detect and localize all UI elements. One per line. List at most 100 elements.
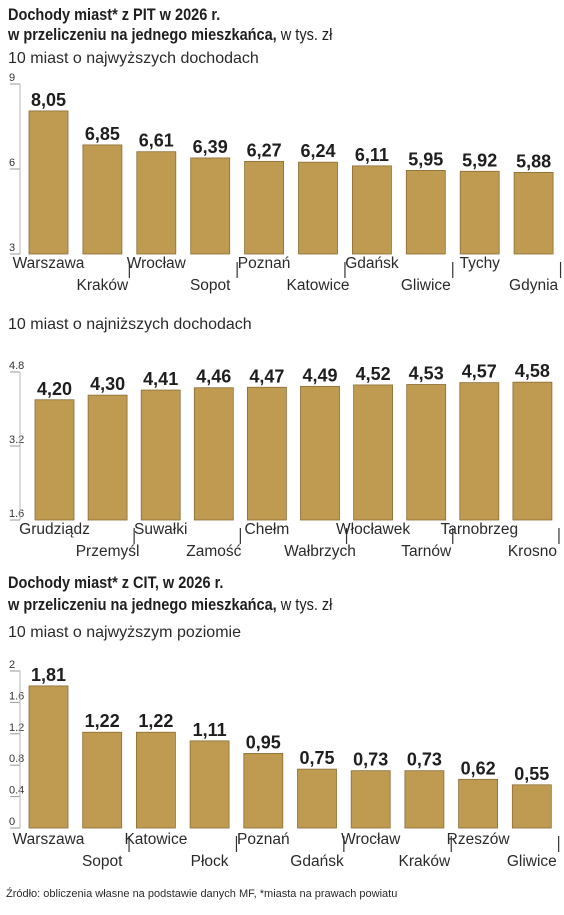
bar-value-label: 4,49 [302, 365, 337, 385]
bar [28, 685, 69, 829]
category-label: Gliwice [507, 853, 557, 870]
bar [513, 172, 554, 255]
chart1-pit-highest: 3 6 9 8,05 Warszawa 6,85 Kraków 6,61 Wrocław 6,39… [9, 72, 562, 294]
bar [190, 157, 231, 255]
bar [244, 160, 285, 255]
category-label: Kraków [399, 853, 451, 870]
bar [136, 151, 177, 255]
bar [28, 110, 69, 255]
bar [82, 731, 123, 829]
category-label: Kraków [77, 277, 129, 294]
category-label: Sopot [82, 853, 123, 870]
bar-value-label: 1,81 [31, 665, 66, 685]
bar-value-label: 0,73 [407, 750, 442, 770]
y-tick-label: 3.2 [9, 434, 24, 446]
cit-title-line1: Dochody miast* z CIT, w 2026 r. [8, 574, 224, 592]
bar-value-label: 4,57 [462, 362, 497, 382]
bar-value-label: 5,88 [516, 151, 551, 171]
category-label: Poznań [237, 831, 290, 848]
category-label: Przemyśl [76, 543, 140, 560]
category-label: Tychy [459, 255, 500, 272]
bar-value-label: 4,52 [356, 364, 391, 384]
source-note: Źródło: obliczenia własne na podstawie d… [6, 888, 398, 900]
bar-value-label: 5,92 [462, 150, 497, 170]
bar-value-label: 4,41 [143, 369, 178, 389]
bar [34, 399, 75, 521]
category-label: Sopot [190, 277, 231, 294]
bar [351, 165, 392, 255]
category-label: Katowice [287, 277, 350, 294]
y-tick-label: 4.8 [9, 360, 24, 372]
bar [298, 161, 338, 255]
bar-value-label: 0,62 [461, 758, 496, 778]
cit-title-text: w przeliczeniu na jednego mieszkańca, [8, 596, 277, 614]
pit-title-line1: Dochody miast* z PIT w 2026 r. [8, 6, 221, 24]
pit-title-line2: w przeliczeniu na jednego mieszkańca, w … [8, 26, 332, 45]
bar-value-label: 6,27 [247, 140, 282, 160]
category-label: Tarnobrzeg [441, 521, 519, 538]
chart2-pit-lowest: 1.6 3.2 4.8 4,20 Grudziądz 4,30 Przemyśl 4,41 Su… [9, 360, 560, 560]
category-label: Warszawa [13, 831, 85, 848]
y-tick-label: 9 [9, 72, 15, 84]
bar [350, 770, 391, 829]
y-tick-label: 0.4 [9, 785, 24, 797]
bar-value-label: 4,46 [196, 367, 231, 387]
category-label: Suwałki [134, 521, 187, 538]
bar [300, 385, 340, 521]
bar-value-label: 6,24 [300, 141, 335, 161]
bar [189, 740, 230, 829]
category-label: Wałbrzych [284, 543, 356, 560]
bar-value-label: 4,30 [90, 374, 125, 394]
cit-title-line2: w przeliczeniu na jednego mieszkańca, w … [8, 596, 332, 615]
bar-value-label: 1,22 [138, 711, 173, 731]
bar-value-label: 4,47 [249, 366, 284, 386]
y-tick-label: 1.6 [9, 690, 24, 702]
bar [246, 386, 287, 521]
bar [193, 387, 234, 521]
chart2-subtitle: 10 miast o najniższych dochodach [8, 316, 252, 333]
chart3-subtitle: 10 miast o najwyższym poziomie [8, 624, 241, 641]
bar [511, 784, 552, 829]
bar [405, 170, 446, 255]
category-label: Gdynia [509, 277, 558, 294]
pit-title-text: w przeliczeniu na jednego mieszkańca, [8, 26, 277, 44]
bar [458, 778, 499, 829]
bar [87, 394, 128, 521]
bar-value-label: 0,75 [299, 748, 334, 768]
bar [140, 389, 181, 521]
bar [243, 753, 284, 829]
bar [353, 384, 394, 521]
bar-value-label: 4,53 [409, 363, 444, 383]
y-tick-label: 2 [9, 659, 15, 671]
chart1-subtitle: 10 miast o najwyższych dochodach [8, 50, 259, 67]
bar-value-label: 6,61 [139, 131, 174, 151]
category-label: Płock [191, 853, 229, 870]
bar-value-label: 6,11 [355, 145, 389, 165]
category-label: Włocławek [336, 521, 410, 538]
bar [459, 170, 500, 255]
bar-value-label: 5,95 [408, 149, 443, 169]
pit-title-unit: w tys. zł [280, 26, 333, 44]
cit-title-unit: w tys. zł [280, 596, 333, 614]
category-label: Wrocław [341, 831, 401, 848]
bar-value-label: 0,55 [514, 764, 549, 784]
bar [404, 770, 445, 829]
category-label: Wrocław [127, 255, 187, 272]
bar-value-label: 8,05 [31, 90, 66, 110]
category-label: Krosno [508, 543, 557, 560]
bar [459, 382, 500, 521]
bar-value-label: 1,11 [193, 720, 227, 740]
bar [406, 384, 447, 521]
category-label: Poznań [238, 255, 291, 272]
y-tick-label: 1.6 [9, 508, 24, 520]
bar-value-label: 1,22 [85, 711, 120, 731]
bar [297, 768, 337, 829]
bar-value-label: 4,58 [515, 361, 550, 381]
category-label: Gdańsk [345, 255, 399, 272]
bar [512, 381, 553, 521]
category-label: Rzeszów [447, 831, 511, 848]
category-label: Tarnów [401, 543, 452, 560]
category-label: Warszawa [13, 255, 85, 272]
category-label: Zamość [186, 543, 241, 560]
bar-value-label: 4,20 [37, 379, 72, 399]
